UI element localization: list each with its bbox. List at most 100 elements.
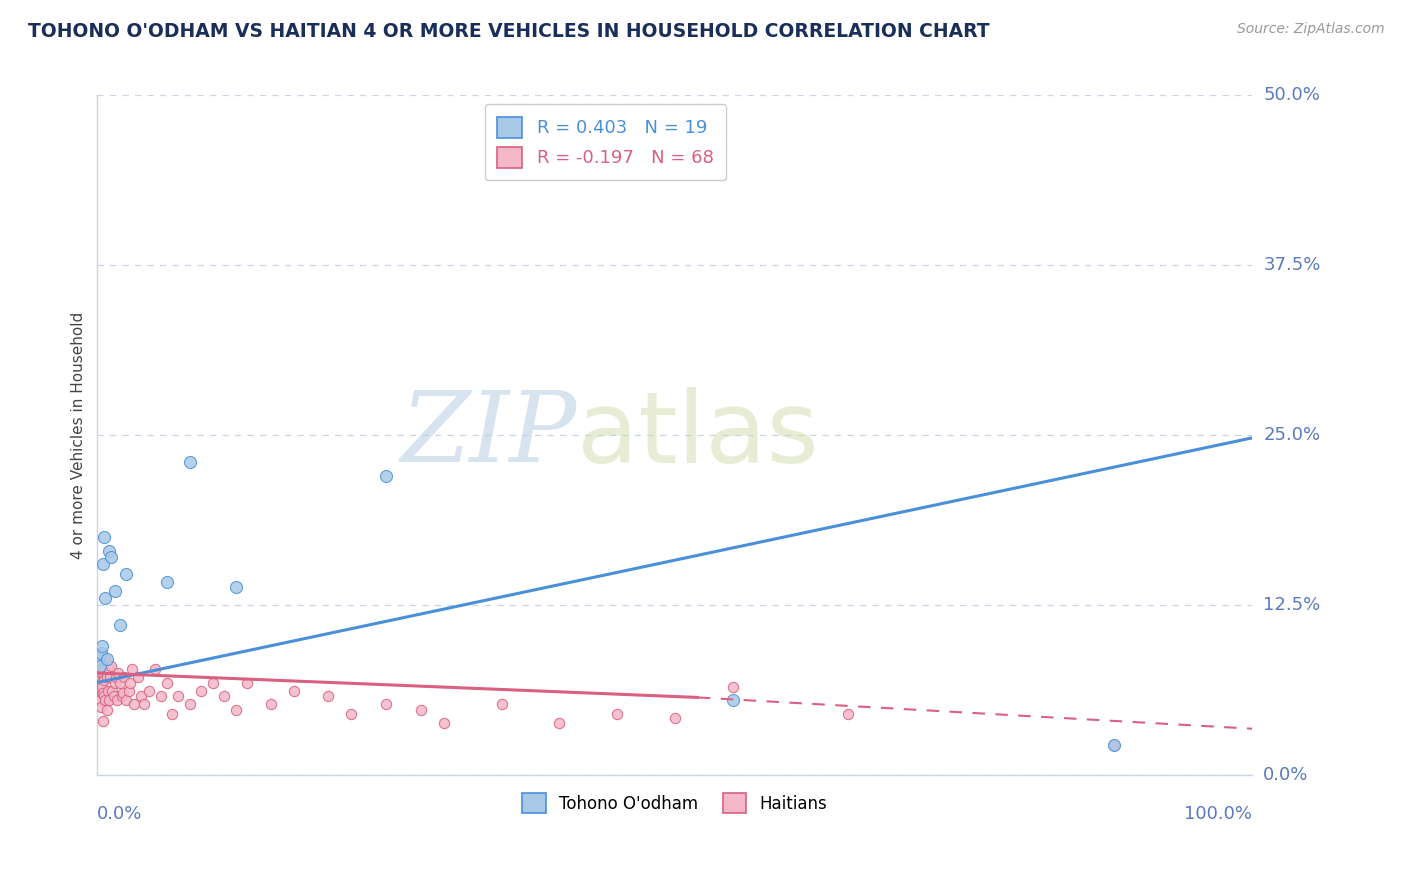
Point [94, 591, 117, 606]
Point [97, 683, 120, 698]
Text: 25.0%: 25.0% [1264, 426, 1320, 444]
Point [214, 689, 236, 703]
Point [132, 698, 155, 712]
Text: TOHONO O'ODHAM VS HAITIAN 4 OR MORE VEHICLES IN HOUSEHOLD CORRELATION CHART: TOHONO O'ODHAM VS HAITIAN 4 OR MORE VEHI… [28, 22, 990, 41]
Point [105, 693, 128, 707]
Point [225, 580, 247, 594]
Point [283, 683, 305, 698]
Point [190, 683, 212, 698]
Point [225, 703, 247, 717]
Point [318, 689, 340, 703]
Point [93, 530, 115, 544]
Text: 50.0%: 50.0% [1264, 87, 1320, 104]
Point [93, 689, 115, 703]
Point [1102, 738, 1125, 752]
Point [115, 566, 138, 581]
Point [107, 665, 129, 680]
Point [721, 693, 744, 707]
Point [149, 689, 172, 703]
Point [93, 662, 115, 676]
Point [340, 706, 363, 721]
Point [127, 670, 149, 684]
Point [103, 689, 125, 703]
Point [89, 693, 111, 707]
Point [110, 689, 132, 703]
Point [156, 675, 179, 690]
Point [156, 574, 179, 589]
Point [138, 683, 160, 698]
Point [91, 639, 114, 653]
Point [129, 689, 152, 703]
Point [664, 711, 686, 725]
Point [89, 659, 111, 673]
Point [87, 652, 110, 666]
Point [837, 706, 859, 721]
Point [87, 680, 110, 694]
Point [91, 686, 114, 700]
Point [201, 675, 224, 690]
Point [90, 675, 112, 690]
Point [94, 652, 117, 666]
Point [118, 675, 141, 690]
Point [721, 680, 744, 694]
Point [96, 670, 118, 684]
Point [121, 662, 143, 676]
Point [491, 698, 513, 712]
Text: 0.0%: 0.0% [1264, 766, 1309, 784]
Point [97, 662, 120, 676]
Point [110, 618, 132, 632]
Point [91, 665, 114, 680]
Point [98, 670, 121, 684]
Point [93, 673, 115, 687]
Point [90, 700, 112, 714]
Point [94, 693, 117, 707]
Point [101, 683, 124, 698]
Text: atlas: atlas [576, 386, 818, 483]
Point [111, 686, 134, 700]
Point [433, 716, 456, 731]
Point [104, 670, 127, 684]
Point [110, 675, 132, 690]
Point [179, 698, 201, 712]
Point [104, 675, 127, 690]
Point [548, 716, 571, 731]
Point [375, 469, 398, 483]
Point [90, 646, 112, 660]
Point [167, 689, 190, 703]
Text: ZIP: ZIP [401, 387, 576, 483]
Point [112, 670, 135, 684]
Point [259, 698, 281, 712]
Point [96, 703, 118, 717]
Point [606, 706, 628, 721]
Point [162, 706, 184, 721]
Point [375, 698, 398, 712]
Point [91, 680, 114, 694]
Point [1102, 738, 1125, 752]
Point [91, 659, 114, 673]
Point [236, 675, 259, 690]
Point [97, 543, 120, 558]
Point [100, 550, 122, 565]
Point [117, 683, 139, 698]
Point [97, 693, 120, 707]
Point [91, 558, 114, 572]
Point [409, 703, 432, 717]
Point [104, 584, 127, 599]
Point [115, 693, 138, 707]
Text: 12.5%: 12.5% [1264, 596, 1320, 614]
Point [90, 665, 112, 680]
Point [179, 455, 201, 469]
Point [89, 673, 111, 687]
Y-axis label: 4 or more Vehicles in Household: 4 or more Vehicles in Household [72, 311, 86, 558]
Point [100, 659, 122, 673]
Point [91, 714, 114, 728]
Point [91, 686, 114, 700]
Text: 0.0%: 0.0% [97, 805, 143, 823]
Point [124, 698, 146, 712]
Text: Source: ZipAtlas.com: Source: ZipAtlas.com [1237, 22, 1385, 37]
Point [96, 652, 118, 666]
Point [143, 662, 166, 676]
Legend: Tohono O'odham, Haitians: Tohono O'odham, Haitians [513, 785, 835, 821]
Text: 37.5%: 37.5% [1264, 256, 1320, 274]
Text: 100.0%: 100.0% [1184, 805, 1253, 823]
